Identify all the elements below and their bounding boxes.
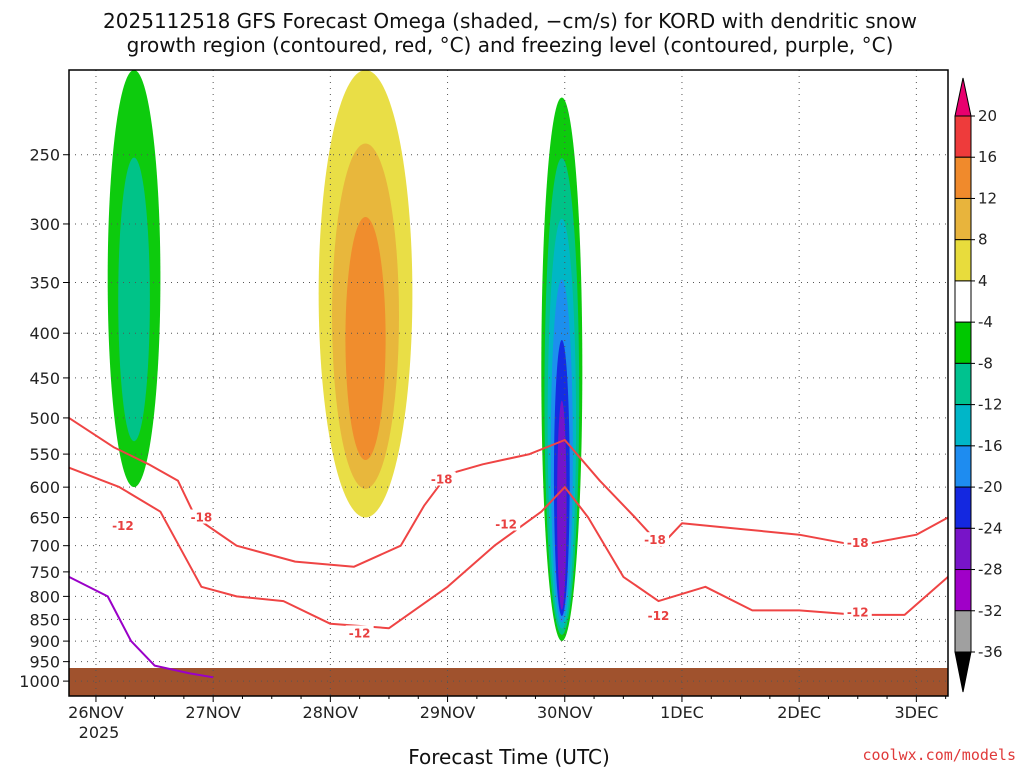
title-line-2: growth region (contoured, red, °C) and f… xyxy=(127,33,894,57)
contour-label-3: -12 xyxy=(349,626,371,640)
colorbar-label--4: -4 xyxy=(978,313,993,331)
x-tick-label-28NOV: 28NOV xyxy=(303,703,359,722)
ground-surface xyxy=(69,668,948,696)
temperature-contours: -18 -12 -18 -12 -12 -18 -12 -18 -12 xyxy=(68,417,949,679)
colorbar-label--32: -32 xyxy=(978,602,1003,620)
y-tick-label-500: 500 xyxy=(29,409,60,428)
omega-region-1-level--8 xyxy=(118,157,150,442)
colorbar-box-11 xyxy=(954,527,972,571)
contour-label-bg-4 xyxy=(492,516,521,531)
colorbar-label-12: 12 xyxy=(978,189,997,207)
contour-label-5: -18 xyxy=(644,533,666,547)
x-tick-label-29NOV: 29NOV xyxy=(420,703,476,722)
y-tick-label-700: 700 xyxy=(29,537,60,556)
colorbar-box-3 xyxy=(954,197,972,241)
year-label: 2025 xyxy=(79,723,120,742)
contour-label-bg-8 xyxy=(843,604,872,619)
colorbar-label--16: -16 xyxy=(978,437,1003,455)
colorbar-box-7 xyxy=(954,362,972,406)
y-tick-label-900: 900 xyxy=(29,632,60,651)
contour-label-2: -18 xyxy=(431,472,453,486)
colorbar-box-6 xyxy=(954,321,972,364)
y-tick-label-300: 300 xyxy=(29,215,60,234)
colorbar-box-8 xyxy=(954,404,972,447)
omega-shading xyxy=(107,69,583,642)
contour-label-bg-2 xyxy=(427,471,456,486)
colorbar-label-8: 8 xyxy=(978,231,988,249)
colorbar-top-arrow xyxy=(954,77,972,117)
colorbar-box-2 xyxy=(954,156,972,199)
y-tick-label-750: 750 xyxy=(29,563,60,582)
y-tick-label-950: 950 xyxy=(29,653,60,672)
colorbar-label-16: 16 xyxy=(978,148,997,166)
y-tick-label-400: 400 xyxy=(29,324,60,343)
omega-region-0-level--24 xyxy=(557,400,567,610)
plot-background xyxy=(69,70,948,696)
y-tick-label-1000: 1000 xyxy=(19,672,60,691)
x-axis: 26NOV 27NOV 28NOV 29NOV 30NOV 1DEC 2DEC 3DEC xyxy=(68,696,947,722)
plot-frame xyxy=(68,69,949,697)
colorbar-bottom-arrow xyxy=(954,651,972,693)
colorbar-label--24: -24 xyxy=(978,519,1003,537)
y-tick-label-650: 650 xyxy=(29,509,60,528)
x-axis-label: Forecast Time (UTC) xyxy=(408,745,610,768)
contour-label-bg-1 xyxy=(108,518,137,533)
x-tick-label-27NOV: 27NOV xyxy=(185,703,241,722)
contour-label-6: -12 xyxy=(648,609,670,623)
colorbar-box-9 xyxy=(954,445,972,488)
y-tick-label-600: 600 xyxy=(29,478,60,497)
grid-lines xyxy=(69,70,948,696)
colorbar-label--28: -28 xyxy=(978,561,1003,579)
colorbar-box-10 xyxy=(954,486,972,529)
contour-label-0: -18 xyxy=(191,511,213,525)
contour-label-bg-5 xyxy=(641,532,669,547)
contour-label-8: -12 xyxy=(847,606,869,620)
contour-label-bg-3 xyxy=(345,625,374,640)
contour-label-bg-6 xyxy=(644,607,673,622)
credit-label: coolwx.com/models xyxy=(862,746,1016,764)
y-tick-label-850: 850 xyxy=(29,610,60,629)
colorbar: 20 16 12 8 4 -4 -8 -12 -16 -20 -24 -28 -32 -36 xyxy=(954,77,1003,693)
colorbar-box-1 xyxy=(954,115,972,158)
x-tick-label-26NOV: 26NOV xyxy=(68,703,124,722)
colorbar-label--8: -8 xyxy=(978,354,993,372)
contour-label-7: -18 xyxy=(847,536,869,550)
y-tick-label-550: 550 xyxy=(29,445,60,464)
contour-minus12 xyxy=(68,466,949,630)
colorbar-box-13 xyxy=(954,610,972,653)
colorbar-label--20: -20 xyxy=(978,478,1003,496)
contour-minus18 xyxy=(68,417,949,568)
colorbar-label-4: 4 xyxy=(978,272,988,290)
y-tick-label-250: 250 xyxy=(29,146,60,165)
x-tick-label-3DEC: 3DEC xyxy=(894,703,938,722)
contour-label-bg-0 xyxy=(187,509,216,524)
x-tick-label-30NOV: 30NOV xyxy=(537,703,593,722)
colorbar-label--12: -12 xyxy=(978,396,1003,414)
contour-label-bg-7 xyxy=(843,534,872,549)
y-tick-label-450: 450 xyxy=(29,369,60,388)
contour-label-4: -12 xyxy=(495,517,517,531)
contour-label-1: -12 xyxy=(112,519,134,533)
y-axis: 250 300 350 400 450 500 550 600 650 700 750 800 850 9… xyxy=(19,146,69,691)
x-tick-label-1DEC: 1DEC xyxy=(660,703,704,722)
x-tick-label-2DEC: 2DEC xyxy=(777,703,821,722)
title-line-1: 2025112518 GFS Forecast Omega (shaded, −… xyxy=(103,9,917,33)
colorbar-label-20: 20 xyxy=(978,107,997,125)
freezing-level-contour xyxy=(68,576,214,679)
colorbar-box-4 xyxy=(954,239,972,282)
colorbar-box-12 xyxy=(954,569,972,612)
omega-region-2-level-12 xyxy=(345,217,386,460)
y-tick-label-800: 800 xyxy=(29,587,60,606)
colorbar-box-5 xyxy=(954,280,972,323)
colorbar-label--36: -36 xyxy=(978,643,1003,661)
y-tick-label-350: 350 xyxy=(29,273,60,292)
